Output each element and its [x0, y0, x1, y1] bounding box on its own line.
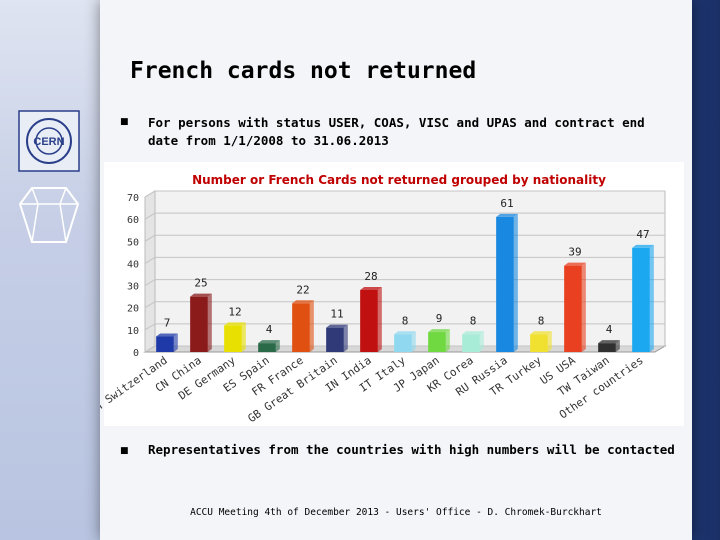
bar-side	[581, 262, 586, 352]
bullet-text: For persons with status USER, COAS, VISC…	[148, 114, 645, 150]
bar-top	[156, 333, 178, 337]
bar-top	[258, 340, 280, 344]
bar-side	[309, 300, 314, 352]
bar	[224, 325, 242, 352]
data-label: 9	[436, 312, 443, 325]
data-label: 8	[470, 314, 477, 327]
data-label: 39	[568, 246, 581, 259]
bar-top	[632, 244, 654, 248]
bar-top	[394, 331, 416, 335]
footer: ACCU Meeting 4th of December 2013 - User…	[190, 507, 602, 518]
bar-top	[326, 324, 348, 328]
y-tick-label: 0	[133, 348, 139, 359]
bar-top	[190, 293, 212, 297]
bullet-marker: ■	[120, 117, 129, 127]
gridline	[144, 279, 665, 287]
bar-side	[207, 293, 212, 352]
bar-top	[360, 287, 382, 290]
chart-title: Number or French Cards not returned grou…	[192, 173, 606, 187]
hexagon-icon	[18, 187, 80, 243]
bar	[394, 334, 412, 352]
data-label: 22	[296, 283, 309, 296]
data-label: 25	[194, 277, 207, 290]
bar	[496, 216, 514, 352]
bar	[292, 303, 310, 352]
bar	[428, 332, 446, 352]
gridline	[144, 256, 665, 264]
bar-side	[241, 322, 246, 352]
bar-side	[513, 213, 518, 352]
slide-title: French cards not returned	[130, 58, 477, 84]
logo-text: CERN	[33, 136, 64, 148]
data-label: 11	[330, 308, 343, 321]
gridline	[144, 212, 665, 220]
bullet-marker-2: ■	[120, 446, 129, 456]
bar-top	[496, 213, 518, 217]
data-label: 61	[500, 197, 513, 210]
bar	[326, 327, 344, 352]
y-tick-label: 10	[127, 326, 139, 337]
bullet-line-2: date from 1/1/2008 to 31.06.2013	[148, 133, 389, 148]
bar	[564, 265, 582, 352]
bar	[530, 334, 548, 352]
bar	[156, 336, 174, 352]
data-label: 8	[402, 314, 409, 327]
gridline	[144, 301, 665, 309]
bar	[632, 247, 650, 352]
gridline	[144, 234, 665, 242]
bar	[360, 290, 378, 352]
gridline	[144, 190, 665, 198]
data-label: 7	[164, 317, 171, 330]
y-tick-label: 50	[127, 237, 139, 248]
bar-top	[224, 322, 246, 326]
data-label: 12	[228, 305, 241, 318]
bar-top	[462, 331, 484, 335]
bar-side	[411, 331, 416, 352]
data-label: 4	[606, 323, 613, 336]
data-label: 47	[636, 228, 649, 241]
cern-logo: CERN	[18, 110, 80, 172]
bar-top	[598, 340, 620, 344]
bar-side	[275, 340, 280, 352]
bar-side	[479, 331, 484, 352]
data-label: 28	[364, 270, 377, 283]
y-tick-label: 30	[127, 282, 139, 293]
bar-side	[377, 287, 382, 352]
gridline	[144, 345, 665, 353]
data-label: 4	[266, 323, 273, 336]
gridline	[144, 323, 665, 331]
bar-top	[530, 331, 552, 335]
y-tick-label: 60	[127, 215, 139, 226]
y-tick-label: 70	[127, 193, 139, 204]
bullet-text-2: Representatives from the countries with …	[148, 442, 675, 457]
bar-top	[292, 300, 314, 304]
bar-top	[564, 262, 586, 266]
bar-side	[343, 324, 348, 352]
bar-side	[445, 329, 450, 352]
bar-side	[649, 244, 654, 352]
y-tick-label: 40	[127, 259, 139, 270]
bar-side	[615, 340, 620, 352]
bullet-line-1: For persons with status USER, COAS, VISC…	[148, 115, 645, 130]
bar-side	[173, 333, 178, 352]
bar	[598, 343, 616, 352]
y-tick-label: 20	[127, 304, 139, 315]
data-label: 8	[538, 314, 545, 327]
bar-top	[428, 329, 450, 333]
side-panel: CERN	[0, 0, 100, 540]
plot-side-wall	[144, 190, 156, 353]
bar	[190, 296, 208, 352]
bar	[462, 334, 480, 352]
bar-side	[547, 331, 552, 352]
bar	[258, 343, 276, 352]
